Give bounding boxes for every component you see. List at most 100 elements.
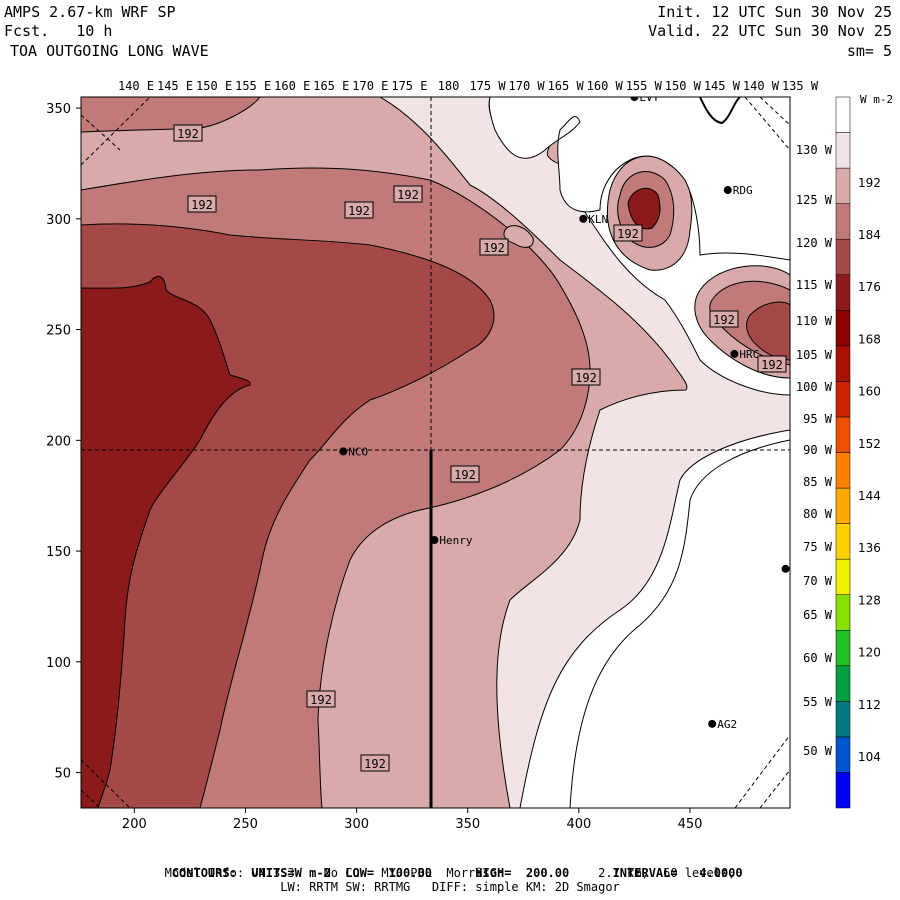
- y-tick-label: 350: [46, 102, 71, 117]
- contour-label-box: [479, 238, 509, 256]
- colorbar-level: 192: [858, 176, 881, 190]
- station-label: RDG: [733, 184, 753, 197]
- colorbar-swatch: [835, 665, 851, 702]
- longitude-label: 170 W: [509, 79, 546, 93]
- contour-label: 192: [483, 241, 505, 255]
- contour-label: 192: [397, 188, 419, 202]
- latitude-label: 55 W: [803, 695, 833, 709]
- contour-label-box: [344, 201, 374, 219]
- colorbar-swatch: [835, 701, 851, 738]
- contour-label-box: [709, 310, 739, 328]
- colorbar-level: 184: [858, 228, 881, 242]
- contour-label: 192: [191, 198, 213, 212]
- colorbar-swatch: [835, 238, 851, 275]
- contour-label-box: [360, 754, 390, 772]
- contour-label: 192: [454, 468, 476, 482]
- coastline: [699, 97, 741, 125]
- latitude-label: 125 W: [796, 193, 833, 207]
- smoothing-label: sm= 5: [846, 42, 892, 60]
- longitude-label: 155 W: [626, 79, 663, 93]
- latitude-label: 100 W: [796, 380, 833, 394]
- contour-label-box: [450, 465, 480, 483]
- longitude-label: 165 W: [548, 79, 585, 93]
- contour-label: 192: [761, 358, 783, 372]
- colorbar-level: 144: [858, 489, 881, 503]
- station-marker: [708, 719, 717, 728]
- colorbar-level: 152: [858, 437, 881, 451]
- top-longitude-labels: 140 E 145 E 150 E 155 E 160 E 165 E 170 E 175 E…: [118, 79, 819, 93]
- longitude-label: 175 W: [469, 79, 506, 93]
- colorbar-swatch: [835, 274, 851, 311]
- station-label: KLN: [588, 213, 608, 226]
- colorbar-swatch: [835, 96, 851, 133]
- station-marker: [781, 564, 790, 573]
- station-marker: [339, 447, 348, 456]
- contour-label-box: [393, 185, 423, 203]
- colorbar-level: 120: [858, 646, 881, 660]
- footer-high: HIGH= 200.00: [475, 866, 570, 880]
- station-group: LVT RDG KLN HRC NCO Henry AG2: [339, 91, 790, 731]
- longitude-label: 135 W: [782, 79, 819, 93]
- station-label: LVT: [639, 91, 659, 104]
- latitude-label: 75 W: [803, 540, 833, 554]
- latitude-label: 80 W: [803, 507, 833, 521]
- x-tick-label: 400: [566, 817, 591, 832]
- olr-cell-small: [503, 225, 534, 248]
- olr-cell-east-core: [746, 301, 790, 361]
- colorbar-level: 168: [858, 332, 881, 346]
- latitude-label: 105 W: [796, 348, 833, 362]
- colorbar-swatch: [835, 772, 851, 809]
- latitude-label: 110 W: [796, 314, 833, 328]
- longitude-label: 160 E: [274, 79, 310, 93]
- right-latitude-labels: 130 W 125 W 120 W 115 W 110 W 105 W 100 W 95 W 9…: [796, 143, 833, 758]
- colorbar-swatch: [835, 310, 851, 347]
- longitude-label: 150 E: [196, 79, 232, 93]
- longitude-label: 175 E: [391, 79, 427, 93]
- footer-contours: CONTOURS: UNITS=W m-2 LOW= 100.00 HIGH= …: [0, 852, 900, 880]
- field-name: TOA OUTGOING LONG WAVE: [10, 42, 209, 60]
- colorbar-swatch: [835, 523, 851, 560]
- grid-corners: [81, 97, 790, 808]
- contour-label: 192: [575, 371, 597, 385]
- latitude-label: 85 W: [803, 475, 833, 489]
- model-title: AMPS 2.67-km WRF SP: [4, 3, 176, 21]
- contour-label-box: [613, 224, 643, 242]
- latitude-label: 95 W: [803, 412, 833, 426]
- colorbar-swatch: [835, 594, 851, 631]
- x-tick-label: 200: [122, 817, 147, 832]
- colorbar-swatch: [835, 736, 851, 773]
- x-tick-label: 250: [233, 817, 258, 832]
- contour-label-box: [571, 368, 601, 386]
- longitude-label: 145 W: [704, 79, 741, 93]
- longitude-label: 140 E: [118, 79, 154, 93]
- x-tick-label: 450: [678, 817, 703, 832]
- contour-label-box: [173, 124, 203, 142]
- colorbar-swatch: [835, 381, 851, 418]
- colorbar-swatch: [835, 345, 851, 382]
- colorbar-swatch: [835, 416, 851, 453]
- colorbar-swatch: [835, 487, 851, 524]
- colorbar-swatch: [835, 203, 851, 240]
- y-axis: 50 100 150 200 250 300 350: [46, 102, 81, 782]
- latitude-label: 90 W: [803, 443, 833, 457]
- clear-area-bottom: [569, 439, 790, 808]
- latitude-label: 50 W: [803, 744, 833, 758]
- longitude-label: 145 E: [157, 79, 193, 93]
- contour-label: 192: [310, 693, 332, 707]
- station-label: AG2: [717, 718, 737, 731]
- colorbar-level: 112: [858, 698, 881, 712]
- y-tick-label: 300: [46, 213, 71, 228]
- contour-label-box: [306, 690, 336, 708]
- y-tick-label: 200: [46, 434, 71, 449]
- footer-interval: INTERVAL= 4.0000: [612, 866, 743, 880]
- colorbar-swatch: [835, 167, 851, 204]
- colorbar-level: 136: [858, 541, 881, 555]
- contour-field: 192 192 192 192 192 192 192 192 192 192 192 192 LVT…: [81, 91, 790, 808]
- station-label: NCO: [348, 445, 368, 458]
- contour-label: 192: [348, 204, 370, 218]
- footer-physics: LW: RRTM SW: RRTMG DIFF: simple KM: 2D S…: [280, 880, 620, 894]
- forecast-hour: Fcst. 10 h: [4, 22, 113, 40]
- station-marker: [723, 186, 732, 195]
- station-marker: [730, 349, 739, 358]
